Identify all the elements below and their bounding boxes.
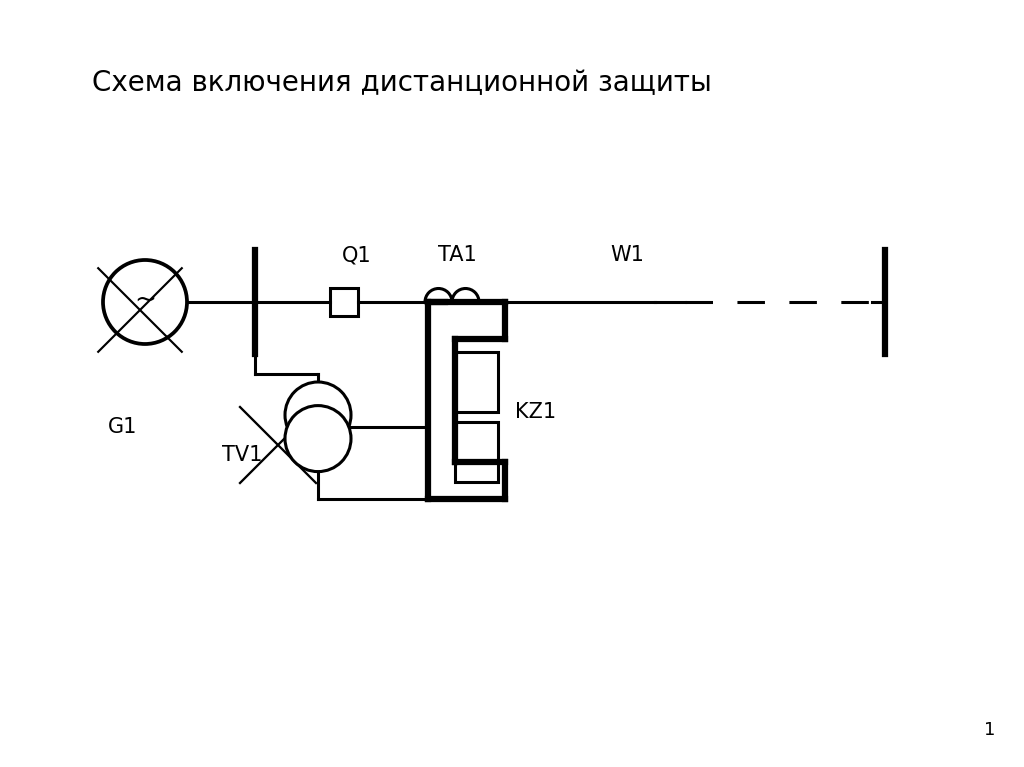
Text: 1: 1	[984, 721, 995, 739]
Text: G1: G1	[108, 417, 137, 437]
Text: ~: ~	[134, 287, 156, 313]
Text: W1: W1	[610, 245, 644, 265]
Circle shape	[285, 406, 351, 472]
Text: Схема включения дистанционной защиты: Схема включения дистанционной защиты	[92, 69, 712, 97]
Text: KZ1: KZ1	[515, 402, 556, 422]
Bar	[330, 288, 358, 316]
Text: TV1: TV1	[222, 445, 262, 465]
Bar	[455, 352, 498, 412]
Text: TA1: TA1	[438, 245, 477, 265]
Circle shape	[285, 382, 351, 448]
Text: Q1: Q1	[342, 245, 372, 265]
Bar	[455, 422, 498, 482]
